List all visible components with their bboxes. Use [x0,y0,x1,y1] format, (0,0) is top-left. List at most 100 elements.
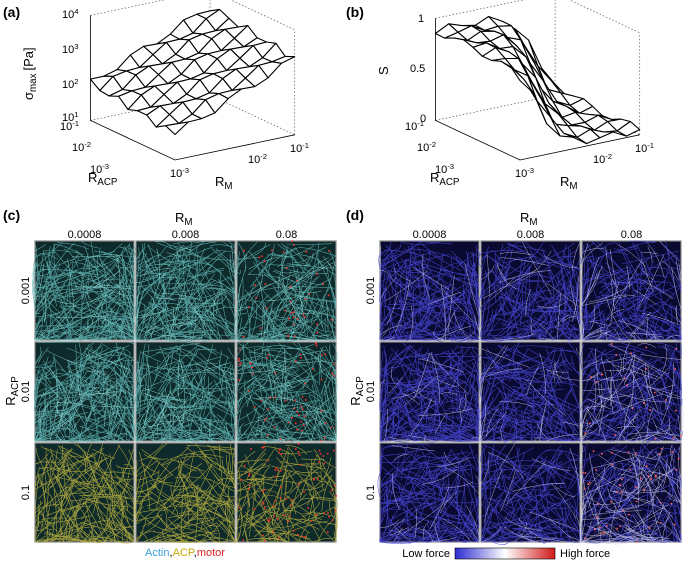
row-label: 0.1 [20,485,32,500]
x-axis-label-part: ACP [97,177,117,188]
fiber-network [477,341,583,444]
legend: Actin,ACP,motor [145,547,225,559]
x-tick-label-part: -1 [417,119,424,128]
y-axis-label-part: R [560,174,569,189]
y-tick-label-part: -1 [302,141,309,150]
y-tick-label: 10-3 [170,166,189,180]
y-tick-label: 10-1 [290,141,309,155]
y-tick-label-part: -1 [647,141,654,150]
x-tick-label: 10-2 [72,140,91,154]
surface-mesh [434,15,641,145]
colorbar [454,547,556,560]
z-tick-label-part: 10 [62,9,74,21]
fiber-network [579,444,682,545]
fiber-network [135,346,237,443]
y-tick-label-part: 10 [170,168,182,180]
z-tick-label-part: 1 [74,110,78,119]
z-tick-label-part: 10 [62,44,74,56]
x-tick-label-part: 10 [60,121,72,133]
z-tick-label: 101 [62,110,79,124]
legend-item: Actin [145,547,169,559]
z-axis-label-part: S [376,66,391,75]
motor-dots [238,342,335,442]
column-axis-label: RM [175,210,193,228]
column-axis-label-part: R [520,210,529,225]
mesh-cell [165,121,189,136]
motor-dots [242,240,333,338]
x-tick-label-part: 10 [405,121,417,133]
column-axis-label: RM [520,210,538,228]
y-tick-label: 10-2 [248,152,267,166]
motor-dots [584,343,682,440]
column-axis-label-part: M [184,217,192,228]
y-tick-label: 10-1 [635,141,654,155]
x-tick-label-part: 10 [72,142,84,154]
x-tick-label: 10-1 [405,119,424,133]
x-axis-label: RACP [88,170,117,188]
y-tick-label-part: 10 [248,154,260,166]
row-label: 0.001 [20,277,32,305]
x-axis-label-part: R [88,170,97,185]
fiber-network [34,244,136,342]
fiber-network [480,241,581,341]
y-tick-label-part: -3 [527,166,534,175]
image-cell [135,442,236,543]
legend-item: motor [197,547,225,559]
x-tick-label-part: -2 [429,140,436,149]
column-axis-label-part: M [529,217,537,228]
fiber-network [135,442,236,543]
motor-dots [582,447,680,543]
z-axis-label: σmax [Pa] [21,47,39,100]
fiber-network [234,341,338,444]
x-tick-label: 10-3 [435,162,454,176]
row-label: 0.001 [365,277,377,305]
x-tick-label-part: -3 [102,162,109,171]
fiber-network [378,241,481,343]
x-tick-label-part: 10 [90,164,102,176]
z-tick-label-part: 10 [62,112,74,124]
x-axis-label: RACP [430,170,459,188]
row-label: 0.01 [20,381,32,402]
legend-separator: , [170,547,173,559]
fiber-network [581,240,682,342]
colorbar-high: High force [560,548,610,560]
fiber-network [480,443,581,543]
fiber-network [234,444,338,544]
fiber-network [379,342,480,444]
column-label: 0.008 [172,229,200,241]
y-axis-label-part: M [224,181,232,192]
y-tick-label: 10-3 [515,166,534,180]
y-tick-label-part: 10 [635,143,647,155]
fiber-network [581,342,684,442]
y-tick-label-part: 10 [593,154,605,166]
x-tick-label-part: 10 [417,142,429,154]
y-tick-label-part: 10 [515,168,527,180]
z-axis-label-part: σ [21,92,36,100]
y-axis-label-part: M [569,181,577,192]
x-tick-label: 10-1 [60,119,79,133]
z-tick-label: 0 [420,113,426,125]
column-label: 0.08 [621,229,642,241]
fiber-network [479,345,581,442]
motor-dots [238,442,338,542]
column-label: 0.08 [276,229,297,241]
x-axis-label-part: ACP [439,177,459,188]
fiber-network [236,342,338,442]
column-label: 0.0008 [413,229,447,241]
z-tick-label: 104 [62,7,79,21]
z-tick-label: 103 [62,42,79,56]
axis-line [90,15,295,161]
x-axis-label-part: R [430,170,439,185]
x-tick-label-part: -3 [447,162,454,171]
fiber-network [379,445,480,543]
y-tick-label-part: 10 [290,143,302,155]
z-tick-label-part: 3 [74,42,78,51]
z-axis-label-part: [Pa] [21,47,36,70]
z-axis-label-part: max [28,73,39,92]
column-label: 0.008 [517,229,545,241]
panel-label: (b) [346,4,364,20]
y-tick-label-part: -3 [182,166,189,175]
row-axis-label: RACP [348,376,366,405]
x-tick-label-part: 10 [435,164,447,176]
